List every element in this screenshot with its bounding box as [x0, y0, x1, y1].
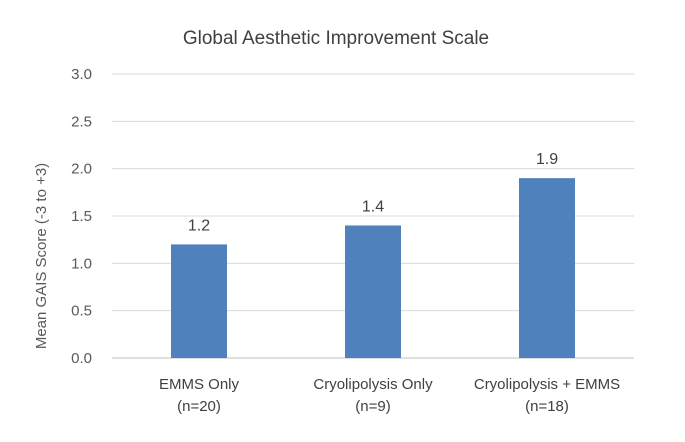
y-tick-label: 1.0	[71, 255, 92, 272]
y-axis-label: Mean GAIS Score (-3 to +3)	[33, 163, 50, 349]
y-tick-label: 0.0	[71, 350, 92, 367]
x-tick-label: (n=18)	[525, 398, 569, 415]
x-tick-label: (n=20)	[177, 398, 221, 415]
y-axis-ticks: 0.0 0.5 1.0 1.5 2.0 2.5 3.0	[71, 66, 92, 367]
data-label: 1.4	[362, 198, 384, 215]
bar	[345, 225, 401, 358]
y-tick-label: 2.5	[71, 113, 92, 130]
y-tick-label: 2.0	[71, 161, 92, 178]
bar	[519, 178, 575, 358]
data-label: 1.2	[188, 217, 210, 234]
x-axis-ticks: EMMS Only (n=20) Cryolipolysis Only (n=9) Cr…	[159, 376, 620, 415]
data-labels: 1.2 1.4 1.9	[188, 151, 558, 234]
y-tick-label: 3.0	[71, 66, 92, 83]
x-tick-label: (n=9)	[355, 398, 390, 415]
chart-title: Global Aesthetic Improvement Scale	[183, 28, 489, 49]
x-tick-label: Cryolipolysis + EMMS	[474, 376, 620, 393]
data-label: 1.9	[536, 151, 558, 168]
x-tick-label: Cryolipolysis Only	[313, 376, 433, 393]
y-tick-label: 0.5	[71, 303, 92, 320]
bar	[171, 244, 227, 358]
bars	[171, 178, 575, 358]
y-tick-label: 1.5	[71, 208, 92, 225]
x-tick-label: EMMS Only	[159, 376, 240, 393]
